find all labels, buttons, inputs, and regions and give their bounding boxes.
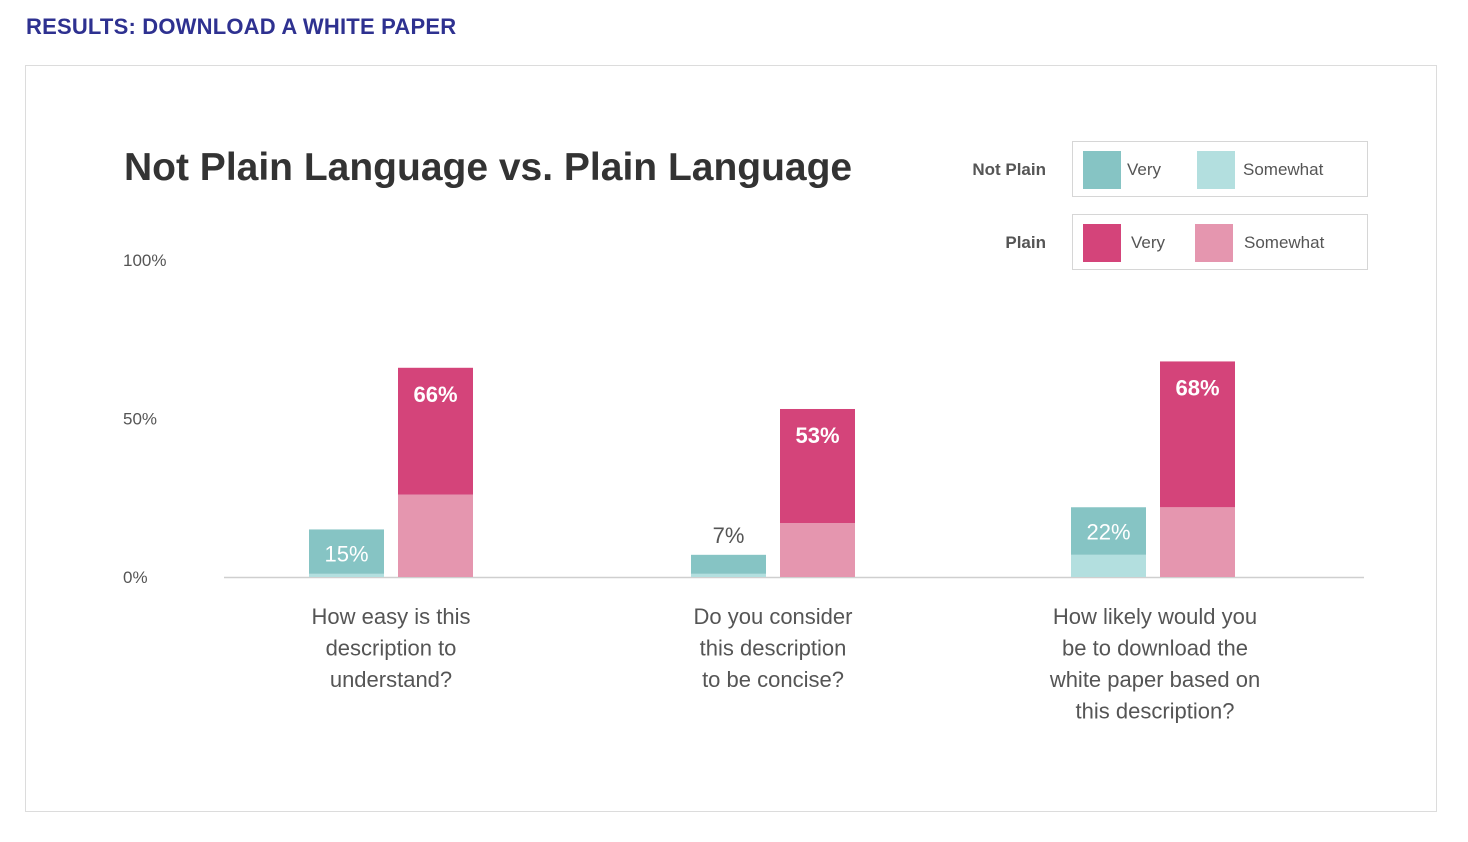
legend-label-not-plain: Not Plain [972, 160, 1046, 179]
bar-not-plain-very [309, 529, 384, 574]
category-label-line: understand? [330, 667, 452, 692]
bar-plain-somewhat [1160, 507, 1235, 577]
bar-plain-very [1160, 361, 1235, 508]
bar-plain-very [780, 408, 855, 524]
category-label-line: Do you consider [694, 604, 853, 629]
page-heading: RESULTS: DOWNLOAD A WHITE PAPER [26, 14, 457, 39]
legend-box-plain: Very Somewhat [1072, 214, 1368, 270]
y-tick-label: 100% [123, 251, 166, 270]
chart-panel: Not Plain Language vs. Plain Language No… [25, 65, 1437, 812]
category-label-line: white paper based on [1049, 667, 1260, 692]
legend-swatch-plain-somewhat [1195, 224, 1233, 262]
data-label-plain: 66% [413, 382, 457, 407]
data-label-not-plain: 15% [324, 541, 368, 566]
data-label-not-plain: 22% [1086, 519, 1130, 544]
y-tick-label: 50% [123, 410, 157, 429]
legend-box-not-plain: Very Somewhat [1072, 141, 1368, 197]
bar-plain-somewhat [780, 523, 855, 577]
bar-not-plain-very [1071, 507, 1146, 555]
legend-text-not-plain-somewhat: Somewhat [1243, 160, 1324, 179]
data-label-plain: 53% [795, 423, 839, 448]
y-tick-label: 0% [123, 568, 148, 587]
bar-not-plain-somewhat [1071, 554, 1146, 577]
legend-swatch-plain-very [1083, 224, 1121, 262]
bar-plain-very [398, 367, 473, 495]
legend-swatch-not-plain-very [1083, 151, 1121, 189]
category-label-line: How easy is this [312, 604, 471, 629]
legend-text-plain-very: Very [1131, 233, 1166, 252]
category-label-line: this description? [1076, 699, 1235, 724]
bar-not-plain-very [691, 554, 766, 574]
bar-not-plain-somewhat [309, 573, 384, 577]
data-label-plain: 68% [1175, 375, 1219, 400]
legend-text-plain-somewhat: Somewhat [1244, 233, 1325, 252]
legend-text-not-plain-very: Very [1127, 160, 1162, 179]
category-label-line: How likely would you [1053, 604, 1257, 629]
category-label-line: description to [326, 636, 457, 661]
category-label-line: be to download the [1062, 636, 1248, 661]
bar-plain-somewhat [398, 494, 473, 577]
legend-swatch-not-plain-somewhat [1197, 151, 1235, 189]
chart-title: Not Plain Language vs. Plain Language [124, 146, 853, 189]
legend-label-plain: Plain [1005, 233, 1046, 252]
data-label-not-plain: 7% [713, 523, 745, 548]
category-label-line: this description [700, 636, 847, 661]
bar-not-plain-somewhat [691, 573, 766, 577]
category-label-line: to be concise? [702, 667, 844, 692]
